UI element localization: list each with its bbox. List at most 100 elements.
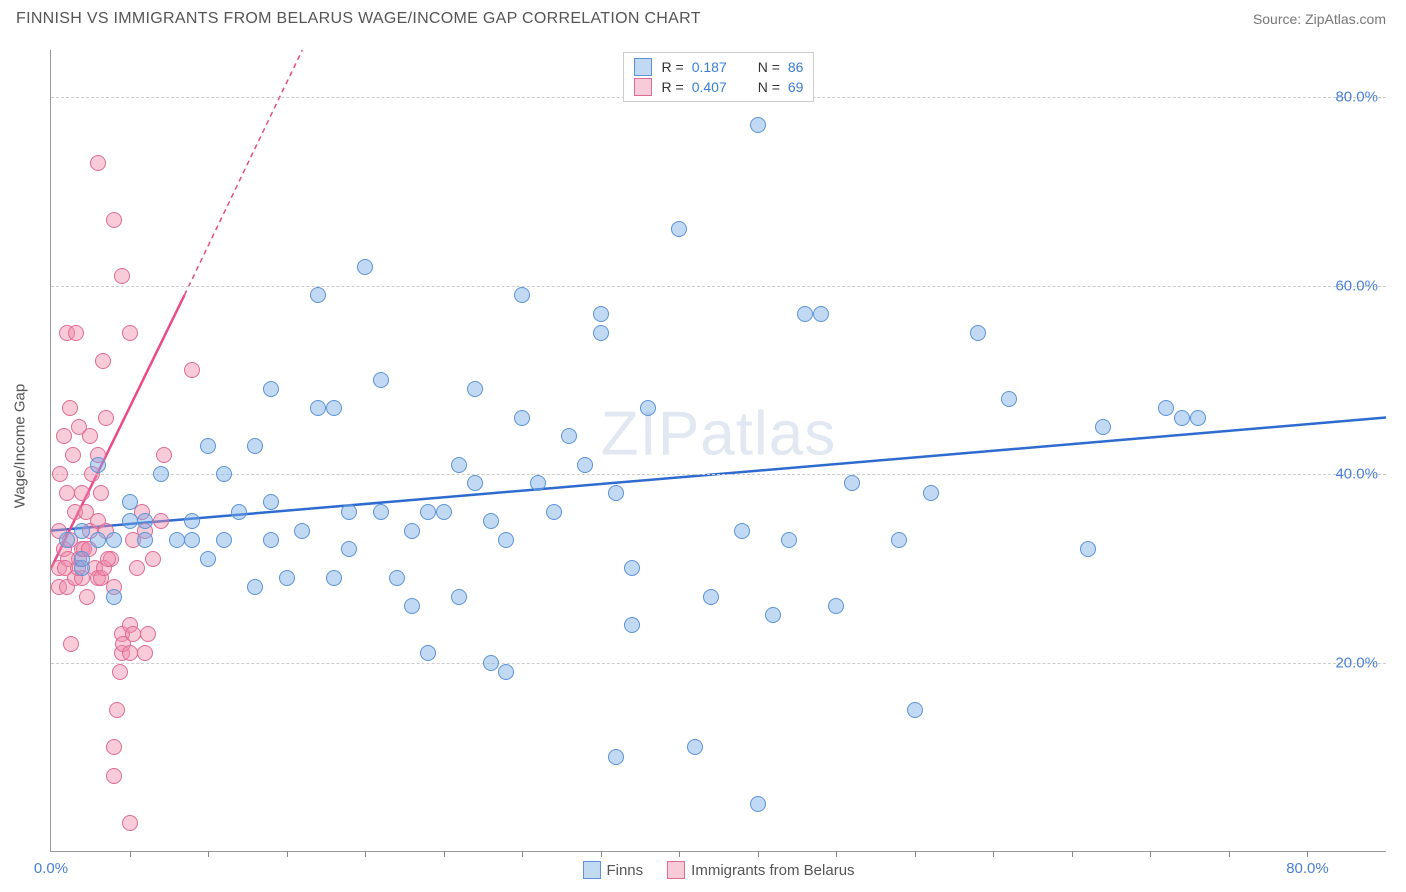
point-belarus	[68, 325, 84, 341]
point-belarus	[57, 560, 73, 576]
scatter-chart: ZIPatlas R = 0.187 N = 86 R = 0.407 N = …	[50, 50, 1386, 852]
point-finns	[671, 221, 687, 237]
point-finns	[561, 428, 577, 444]
point-finns	[1174, 410, 1190, 426]
point-finns	[341, 504, 357, 520]
point-finns	[451, 457, 467, 473]
point-belarus	[79, 589, 95, 605]
point-finns	[341, 541, 357, 557]
point-finns	[765, 607, 781, 623]
point-belarus	[156, 447, 172, 463]
point-finns	[577, 457, 593, 473]
y-tick-label: 20.0%	[1335, 654, 1378, 671]
point-belarus	[184, 362, 200, 378]
point-belarus	[122, 325, 138, 341]
point-finns	[498, 664, 514, 680]
x-tick	[836, 851, 837, 857]
point-finns	[813, 306, 829, 322]
point-finns	[483, 513, 499, 529]
point-belarus	[129, 560, 145, 576]
point-finns	[310, 400, 326, 416]
point-finns	[247, 438, 263, 454]
point-finns	[750, 117, 766, 133]
point-finns	[891, 532, 907, 548]
x-tick	[365, 851, 366, 857]
point-finns	[436, 504, 452, 520]
point-finns	[514, 287, 530, 303]
gridline	[51, 663, 1386, 664]
swatch-belarus	[667, 861, 685, 879]
r-value-finns: 0.187	[692, 59, 742, 75]
legend-series: Finns Immigrants from Belarus	[582, 861, 854, 879]
point-finns	[122, 513, 138, 529]
point-finns	[640, 400, 656, 416]
point-finns	[687, 739, 703, 755]
point-finns	[106, 589, 122, 605]
source-label: Source: ZipAtlas.com	[1253, 11, 1386, 27]
point-belarus	[63, 636, 79, 652]
point-finns	[970, 325, 986, 341]
legend-row-finns: R = 0.187 N = 86	[634, 57, 804, 77]
watermark: ZIPatlas	[601, 399, 836, 470]
point-finns	[608, 749, 624, 765]
point-finns	[828, 598, 844, 614]
point-finns	[593, 325, 609, 341]
legend-item-belarus: Immigrants from Belarus	[667, 861, 854, 879]
point-finns	[1001, 391, 1017, 407]
point-belarus	[109, 702, 125, 718]
point-belarus	[93, 485, 109, 501]
point-finns	[263, 494, 279, 510]
r-value-belarus: 0.407	[692, 79, 742, 95]
y-tick-label: 80.0%	[1335, 89, 1378, 106]
legend-stats: R = 0.187 N = 86 R = 0.407 N = 69	[623, 52, 815, 102]
point-finns	[137, 532, 153, 548]
point-finns	[750, 796, 766, 812]
point-finns	[907, 702, 923, 718]
point-finns	[216, 466, 232, 482]
point-belarus	[100, 551, 116, 567]
point-belarus	[114, 268, 130, 284]
point-finns	[420, 645, 436, 661]
x-tick	[1150, 851, 1151, 857]
point-finns	[703, 589, 719, 605]
point-belarus	[145, 551, 161, 567]
point-finns	[106, 532, 122, 548]
point-finns	[326, 400, 342, 416]
x-tick	[601, 851, 602, 857]
point-finns	[184, 532, 200, 548]
point-finns	[404, 598, 420, 614]
point-finns	[169, 532, 185, 548]
point-belarus	[74, 485, 90, 501]
x-tick	[758, 851, 759, 857]
point-finns	[451, 589, 467, 605]
n-label: N =	[758, 79, 780, 95]
point-finns	[373, 372, 389, 388]
r-label: R =	[662, 79, 684, 95]
point-finns	[59, 532, 75, 548]
point-finns	[1158, 400, 1174, 416]
point-finns	[498, 532, 514, 548]
point-finns	[483, 655, 499, 671]
point-finns	[546, 504, 562, 520]
chart-title: FINNISH VS IMMIGRANTS FROM BELARUS WAGE/…	[16, 10, 701, 28]
point-finns	[781, 532, 797, 548]
point-belarus	[122, 815, 138, 831]
point-finns	[153, 466, 169, 482]
x-tick	[915, 851, 916, 857]
point-belarus	[137, 645, 153, 661]
swatch-finns	[634, 58, 652, 76]
r-label: R =	[662, 59, 684, 75]
point-finns	[1190, 410, 1206, 426]
point-belarus	[122, 645, 138, 661]
x-tick	[993, 851, 994, 857]
gridline	[51, 474, 1386, 475]
point-finns	[844, 475, 860, 491]
point-finns	[231, 504, 247, 520]
x-tick-label: 0.0%	[34, 860, 68, 877]
legend-item-finns: Finns	[582, 861, 643, 879]
point-finns	[122, 494, 138, 510]
y-tick-label: 60.0%	[1335, 277, 1378, 294]
point-finns	[279, 570, 295, 586]
point-belarus	[82, 428, 98, 444]
x-tick	[208, 851, 209, 857]
